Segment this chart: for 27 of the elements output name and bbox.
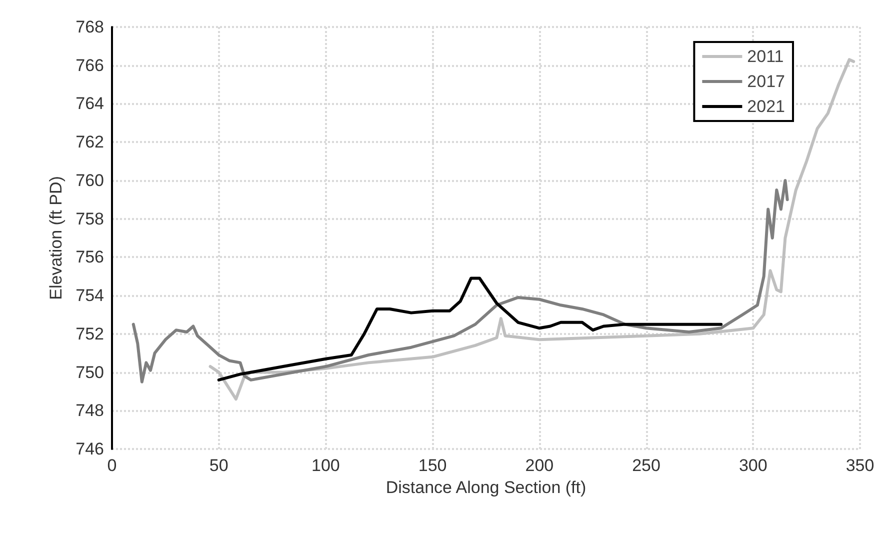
x-tick-label: 50 [209,456,228,475]
y-tick-label: 748 [76,401,104,420]
y-tick-label: 764 [76,94,104,114]
y-tick-label: 746 [76,440,104,458]
x-tick-label: 300 [738,456,768,475]
y-tick-label: 768 [76,18,104,36]
legend-label: 2021 [747,97,786,116]
y-tick-label: 752 [76,324,104,344]
x-tick-label: 350 [846,456,874,475]
y-tick-label: 760 [76,170,104,190]
x-tick-label: 0 [107,456,117,475]
legend-label: 2011 [747,47,784,66]
y-tick-label: 754 [76,286,104,306]
x-tick-label: 200 [525,456,554,475]
x-axis-title: Distance Along Section (ft) [386,478,586,497]
y-tick-label: 758 [76,209,104,228]
y-tick-label: 762 [76,132,104,152]
line-series [217,276,723,382]
x-tick-label: 100 [312,456,340,475]
y-tick-label: 756 [76,248,104,267]
y-tick-label: 766 [76,56,104,75]
x-tick-label: 250 [632,456,660,475]
legend-label: 2017 [747,72,786,91]
y-tick-label: 750 [76,362,104,382]
x-tick-label: 150 [418,456,447,475]
y-axis-title: Elevation (ft PD) [46,176,66,300]
line-series [132,178,789,384]
